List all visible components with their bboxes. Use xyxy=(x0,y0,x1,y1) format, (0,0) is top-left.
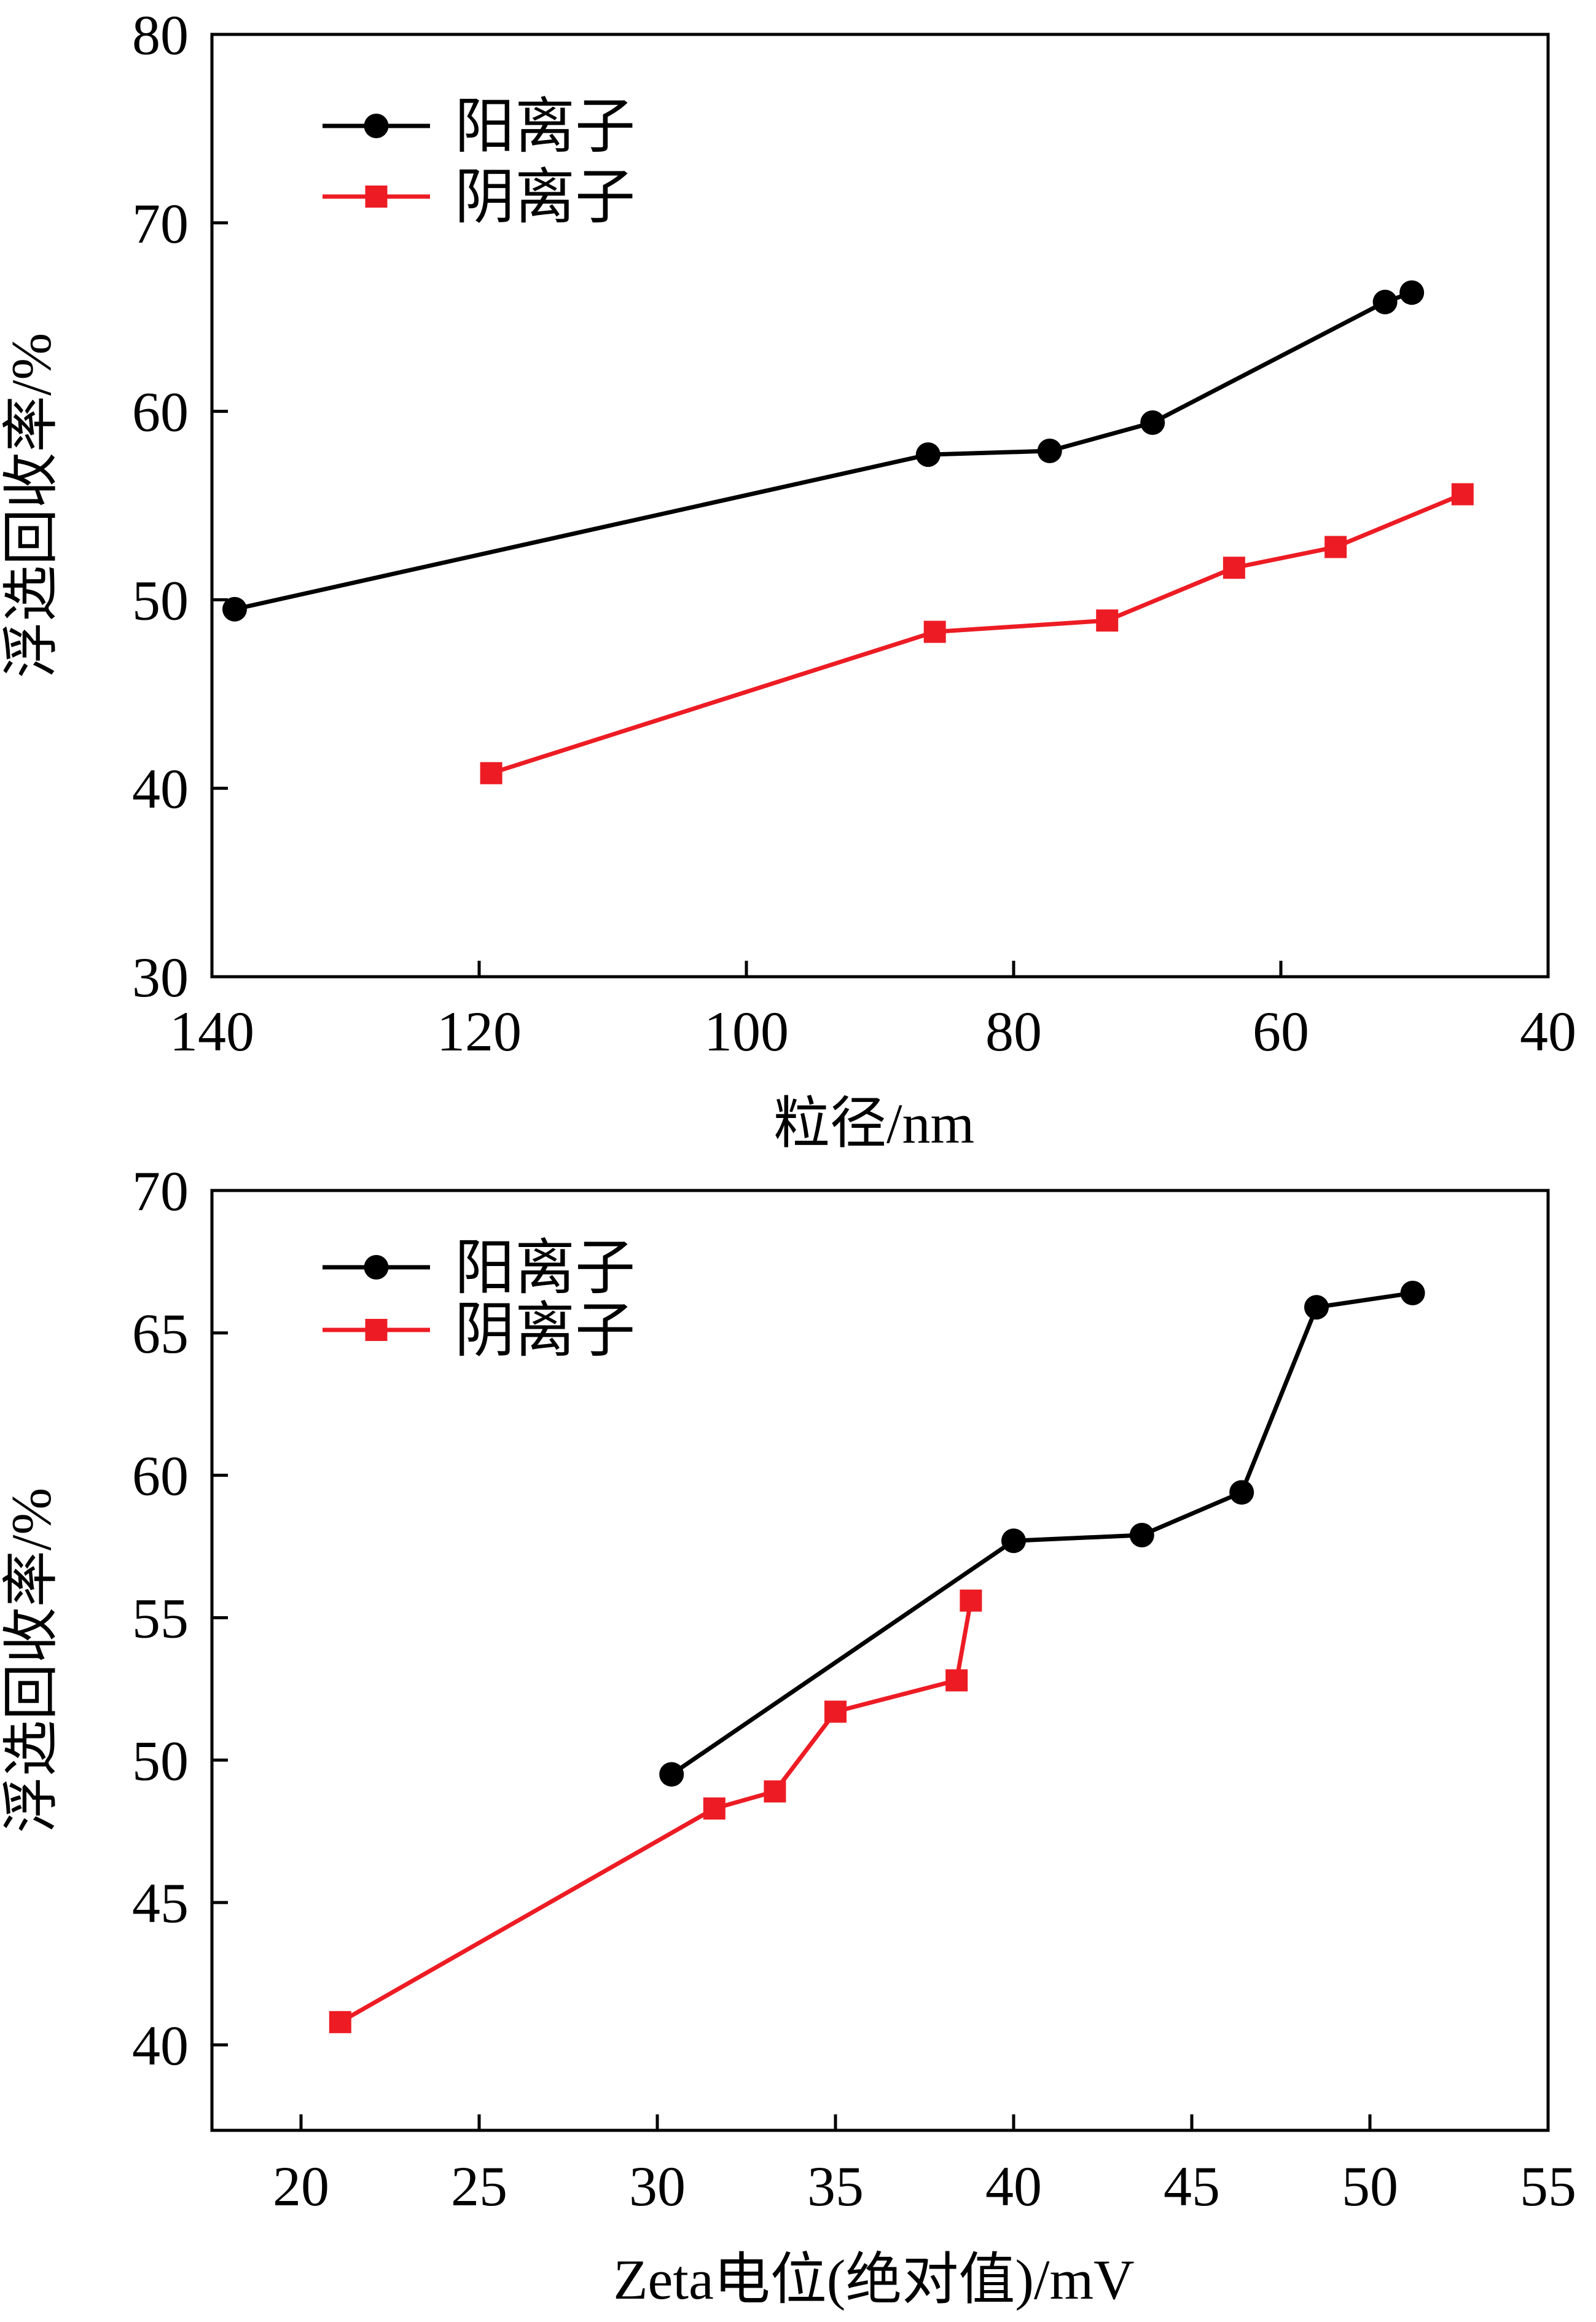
data-point xyxy=(1129,1523,1154,1547)
series-cation xyxy=(222,280,1425,622)
legend-label: 阳离子 xyxy=(455,1233,635,1303)
legend-entry: 阳离子 xyxy=(323,1233,635,1303)
y-tick-label: 65 xyxy=(132,1302,189,1365)
y-tick-label: 70 xyxy=(132,192,189,255)
legend-marker xyxy=(365,1319,388,1341)
x-tick-label: 20 xyxy=(273,2155,329,2218)
data-point xyxy=(222,596,247,622)
data-point xyxy=(1229,1480,1254,1505)
data-point xyxy=(329,2011,351,2033)
x-tick-label: 40 xyxy=(1520,1000,1576,1063)
series-line xyxy=(670,1291,1414,1777)
legend-label: 阳离子 xyxy=(455,92,635,162)
plot-frame xyxy=(210,33,1550,979)
plot-frame xyxy=(210,1189,1550,2132)
series-line xyxy=(339,1600,973,2024)
data-point xyxy=(1037,439,1062,464)
x-tick-label: 50 xyxy=(1342,2155,1398,2218)
x-tick-label: 80 xyxy=(985,1000,1042,1063)
data-point xyxy=(945,1669,968,1692)
data-point xyxy=(923,620,946,643)
data-point xyxy=(480,762,503,784)
data-point xyxy=(915,442,941,467)
legend-label: 阴离子 xyxy=(455,1296,635,1366)
legend-entry: 阳离子 xyxy=(323,92,635,162)
data-point xyxy=(1096,609,1119,632)
data-point xyxy=(1222,557,1245,579)
legend-marker xyxy=(364,1255,389,1280)
data-point xyxy=(659,1762,684,1787)
y-tick-label: 40 xyxy=(132,2014,189,2077)
x-tick-label: 140 xyxy=(170,1000,254,1063)
data-point xyxy=(1304,1295,1329,1320)
chart-panel-bottom: 20 25 30 35 40 45 50 55 40 45 50 55 60 65 70 Zeta电位(绝对值… xyxy=(0,1160,1576,2311)
series-anion xyxy=(480,483,1474,784)
x-axis-title: Zeta电位(绝对值)/mV xyxy=(613,2248,1134,2311)
y-tick-label: 40 xyxy=(132,757,189,820)
legend-entry: 阴离子 xyxy=(323,1296,635,1366)
data-point xyxy=(703,1797,726,1820)
legend-label: 阴离子 xyxy=(455,162,635,232)
x-axis-title: 粒径/nm xyxy=(773,1092,974,1155)
data-point xyxy=(764,1780,786,1803)
x-tick-label: 30 xyxy=(629,2155,686,2218)
y-tick-label: 45 xyxy=(132,1872,189,1934)
y-tick-label: 30 xyxy=(132,946,189,1009)
series-line xyxy=(490,492,1464,775)
data-point xyxy=(1451,483,1474,506)
y-tick-label: 60 xyxy=(132,1445,189,1507)
x-tick-label: 45 xyxy=(1164,2155,1220,2218)
x-tick-label: 100 xyxy=(704,1000,789,1063)
legend-marker xyxy=(364,114,389,138)
x-tick-label: 40 xyxy=(985,2155,1042,2218)
y-tick-label: 50 xyxy=(132,1729,189,1792)
y-axis-title: 浮选回收率/% xyxy=(0,1488,63,1833)
y-axis-title: 浮选回收率/% xyxy=(0,333,63,678)
legend-entry: 阴离子 xyxy=(323,162,635,232)
y-tick-label: 55 xyxy=(132,1587,189,1649)
x-tick-label: 120 xyxy=(437,1000,522,1063)
x-tick-label: 25 xyxy=(451,2155,507,2218)
data-point xyxy=(1324,536,1347,558)
data-point xyxy=(960,1589,982,1612)
series-cation xyxy=(659,1280,1425,1787)
y-tick-label: 80 xyxy=(132,4,189,66)
chart-panel-top: 140 120 100 80 60 40304050607080粒径/nm浮选回收率/%阳… xyxy=(0,4,1576,1155)
data-point xyxy=(824,1700,847,1723)
y-tick-label: 60 xyxy=(132,381,189,444)
data-point xyxy=(1001,1528,1026,1554)
data-point xyxy=(1372,289,1398,315)
x-tick-label: 60 xyxy=(1253,1000,1309,1063)
y-tick-label: 70 xyxy=(132,1160,189,1222)
legend-marker xyxy=(365,186,388,208)
x-tick-label: 55 xyxy=(1520,2155,1576,2218)
data-point xyxy=(1140,410,1165,436)
data-point xyxy=(1400,1280,1425,1305)
data-point xyxy=(1399,280,1425,305)
series-anion xyxy=(329,1589,982,2033)
x-tick-label: 35 xyxy=(807,2155,864,2218)
y-tick-label: 50 xyxy=(132,569,189,631)
